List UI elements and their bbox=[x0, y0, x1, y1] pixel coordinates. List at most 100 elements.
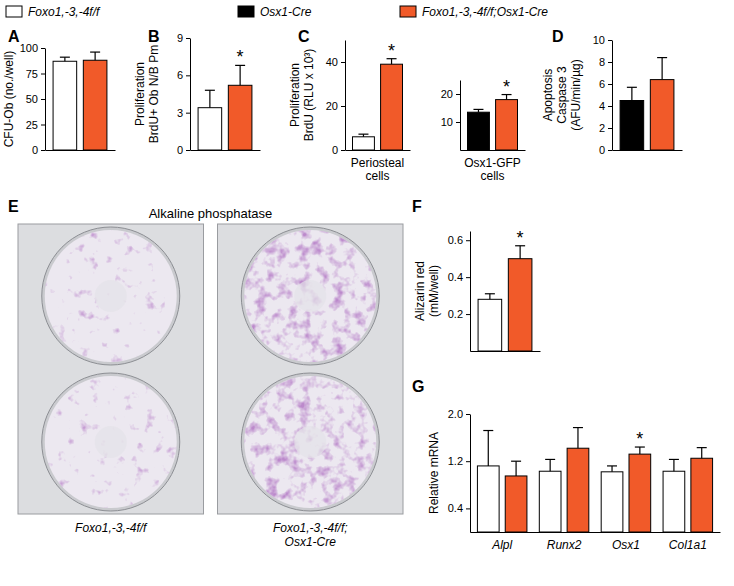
caption: Foxo1,-3,-4f/f bbox=[75, 521, 148, 535]
panel: 0369ProliferationBrdU+ Ob N/B Pm* bbox=[133, 32, 261, 156]
image-title: Alkaline phosphatase bbox=[149, 206, 273, 221]
y-tick-mark bbox=[186, 38, 190, 39]
panel-letter: A bbox=[8, 28, 20, 45]
x-tick: Periostealcells bbox=[351, 156, 404, 183]
x-axis bbox=[191, 150, 261, 151]
error-bar bbox=[545, 459, 555, 471]
y-axis-line bbox=[45, 49, 46, 151]
legend-entry: Foxo1,-3,-4f/f;Osx1-Cre bbox=[400, 5, 548, 19]
y-axis-line bbox=[612, 41, 613, 151]
y-tick-label: 10 bbox=[441, 116, 453, 128]
y-axis: 0.4 1.2 2.0 bbox=[448, 408, 471, 532]
y-axis-title: Proliferation bbox=[288, 63, 302, 127]
error-bar bbox=[697, 448, 707, 459]
panel-letter: E bbox=[8, 198, 19, 215]
y-tick-mark bbox=[466, 314, 470, 315]
x-axis-line bbox=[613, 150, 683, 151]
y-axis: 0369 bbox=[177, 32, 191, 156]
panel: 02040PeriostealcellsProliferationBrdU (R… bbox=[288, 41, 411, 184]
well-floor bbox=[244, 376, 376, 508]
legend-label: Foxo1,-3,-4f/f bbox=[28, 5, 101, 19]
panel: 1020Osx1-GFPcells* bbox=[441, 77, 526, 183]
error-bar bbox=[573, 428, 583, 449]
well-floor bbox=[45, 230, 177, 362]
bar bbox=[53, 61, 77, 150]
y-tick-label: 25 bbox=[26, 119, 38, 131]
error-whisker bbox=[631, 87, 632, 100]
y-tick: 1.2 bbox=[448, 455, 470, 467]
y-tick-mark bbox=[456, 122, 460, 123]
error-whisker bbox=[577, 428, 578, 449]
x-axis-line bbox=[46, 150, 116, 151]
error-bar bbox=[473, 109, 483, 112]
bar bbox=[691, 458, 713, 532]
y-axis: 02040 bbox=[326, 41, 346, 157]
bar bbox=[353, 137, 375, 150]
y-tick-label: 0.4 bbox=[448, 502, 463, 514]
legend-swatch bbox=[238, 6, 254, 17]
error-cap bbox=[669, 459, 679, 460]
y-tick: 2.0 bbox=[448, 408, 470, 420]
y-axis-title: Caspase 3 bbox=[555, 66, 569, 124]
well bbox=[42, 227, 180, 365]
bar bbox=[505, 476, 527, 532]
y-tick-mark bbox=[466, 240, 470, 241]
y-tick: 0 bbox=[599, 144, 612, 156]
y-tick-mark bbox=[456, 94, 460, 95]
well bbox=[241, 373, 379, 511]
y-tick-label: 0 bbox=[177, 144, 183, 156]
bar bbox=[650, 80, 674, 150]
x-tick-label: Alpl bbox=[491, 538, 512, 552]
y-axis-line bbox=[470, 232, 471, 352]
x-tick-label: Runx2 bbox=[547, 538, 582, 552]
y-tick-label: 20 bbox=[326, 100, 338, 112]
bar bbox=[496, 100, 518, 150]
error-cap bbox=[90, 51, 100, 52]
y-tick-mark bbox=[341, 62, 345, 63]
error-whisker bbox=[64, 57, 65, 61]
y-axis-title: (mM/well) bbox=[427, 265, 441, 317]
y-axis: 10 20 bbox=[441, 81, 461, 151]
y-tick: 10 bbox=[593, 34, 612, 46]
plate bbox=[218, 224, 404, 514]
annotation: * bbox=[237, 47, 244, 67]
error-cap bbox=[627, 87, 637, 88]
y-tick: 20 bbox=[326, 100, 345, 112]
y-axis-title: CFU-Ob (no./well) bbox=[2, 51, 16, 148]
y-tick: 100 bbox=[20, 42, 45, 54]
well-center bbox=[294, 426, 326, 458]
y-tick-label: 0 bbox=[332, 144, 338, 156]
annotation: * bbox=[636, 429, 643, 449]
y-axis-title: Relative mRNA bbox=[427, 432, 441, 514]
y-tick-label: 2 bbox=[599, 122, 605, 134]
y-tick-label: 6 bbox=[599, 78, 605, 90]
y-tick: 6 bbox=[599, 78, 612, 90]
error-whisker bbox=[515, 461, 516, 476]
panel: 0.20.40.6Alizarin red(mM/well)* bbox=[413, 228, 541, 352]
x-axis: Periostealcells bbox=[346, 151, 411, 184]
error-whisker bbox=[489, 294, 490, 300]
y-tick-mark bbox=[41, 150, 45, 151]
y-tick-label: 0.4 bbox=[448, 271, 463, 283]
x-axis-line bbox=[471, 532, 721, 533]
bar bbox=[620, 101, 644, 151]
y-tick-label: 10 bbox=[593, 34, 605, 46]
well-floor bbox=[45, 376, 177, 508]
caption: Osx1-Cre bbox=[285, 535, 337, 549]
error-whisker bbox=[488, 431, 489, 466]
bar bbox=[198, 108, 222, 150]
panel: 0246810ApoptosisCaspase 3(AFU/min/µg) bbox=[541, 34, 683, 156]
y-tick-label: 2.0 bbox=[448, 408, 463, 420]
y-tick-mark bbox=[608, 84, 612, 85]
y-tick: 0 bbox=[32, 144, 45, 156]
stain bbox=[244, 230, 376, 362]
stain bbox=[244, 376, 376, 508]
y-tick-label: 100 bbox=[20, 42, 38, 54]
x-tick: Alpl bbox=[491, 538, 512, 552]
bar bbox=[539, 471, 561, 532]
bar bbox=[508, 259, 532, 351]
error-cap bbox=[358, 134, 368, 135]
y-tick-label: 20 bbox=[441, 88, 453, 100]
well-center bbox=[95, 280, 127, 312]
y-tick-mark bbox=[186, 75, 190, 76]
